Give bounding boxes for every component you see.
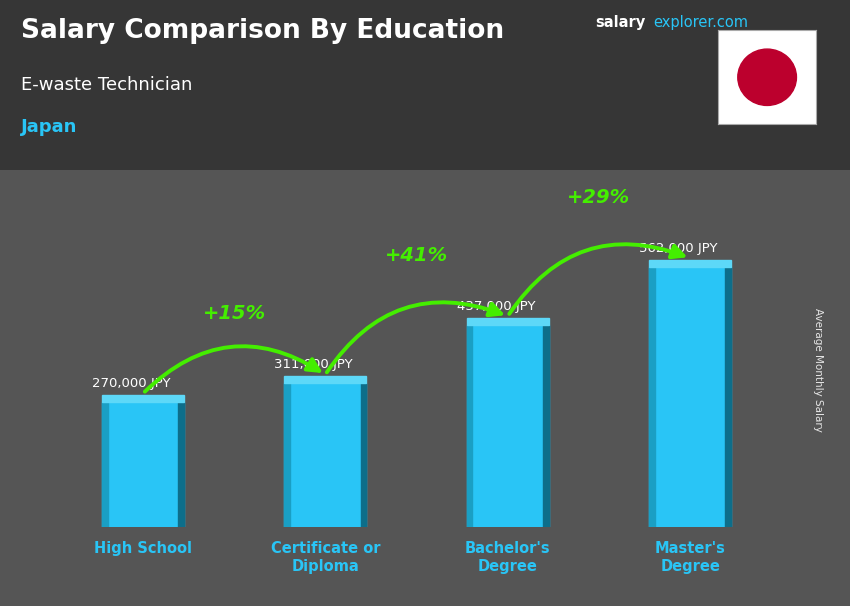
Bar [284,383,366,527]
Bar [649,260,731,267]
Text: +29%: +29% [568,188,631,207]
Text: +15%: +15% [202,304,265,323]
Bar [649,267,731,527]
Bar [543,325,549,527]
Bar [284,376,366,383]
Bar [102,395,184,402]
Text: E-waste Technician: E-waste Technician [21,76,193,94]
Text: Average Monthly Salary: Average Monthly Salary [813,308,823,431]
Text: salary: salary [595,15,645,30]
Text: explorer.com: explorer.com [653,15,748,30]
Bar [649,267,654,527]
Text: +41%: +41% [385,246,448,265]
Bar [725,267,731,527]
Bar [467,325,473,527]
Bar [467,318,549,325]
Bar [102,402,108,527]
Text: Japan: Japan [21,118,77,136]
Bar [178,402,184,527]
Bar [102,402,184,527]
Bar [360,383,366,527]
Circle shape [738,49,796,105]
Bar [284,383,290,527]
Text: 437,000 JPY: 437,000 JPY [456,300,536,313]
Text: 270,000 JPY: 270,000 JPY [92,378,170,390]
Text: 562,000 JPY: 562,000 JPY [639,242,717,255]
Text: 311,000 JPY: 311,000 JPY [275,358,353,371]
Text: Salary Comparison By Education: Salary Comparison By Education [21,18,504,44]
Bar [467,325,549,527]
